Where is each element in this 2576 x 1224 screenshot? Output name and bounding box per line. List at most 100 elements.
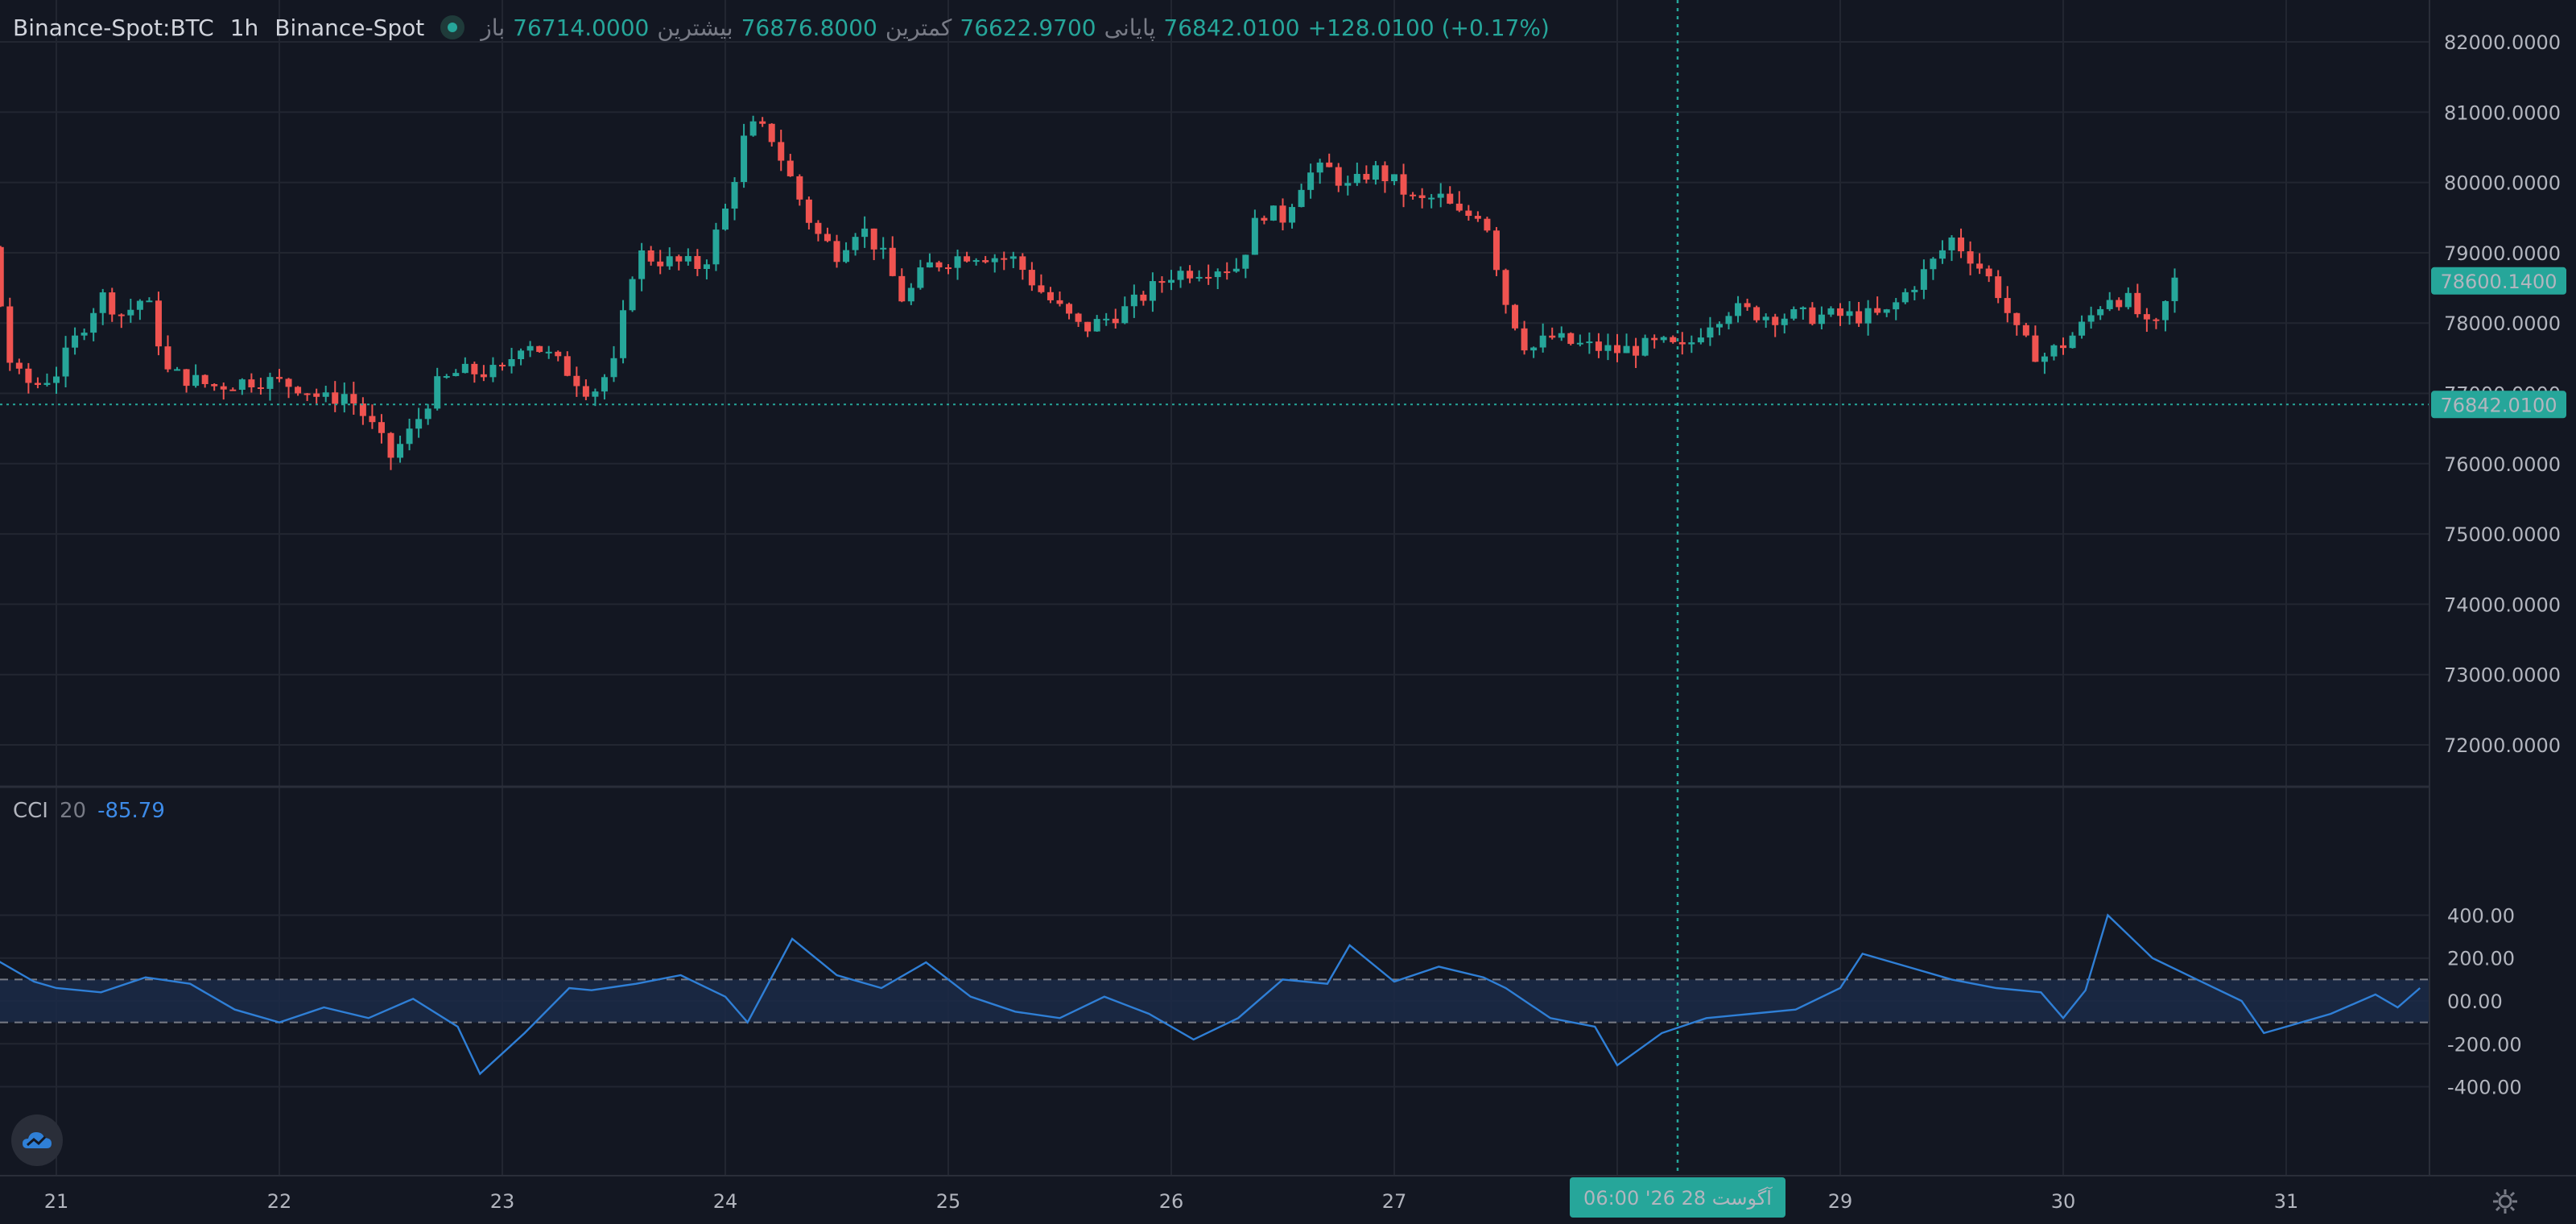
candle-body [1195,276,1203,279]
open-value: 76714.0000 [513,14,650,41]
price-tick-label: 81000.0000 [2444,101,2561,124]
candle-body [2134,292,2141,315]
candle-body [2041,356,2048,362]
candle-body [1307,172,1315,190]
candle-body [99,292,106,313]
candle-body [843,250,850,263]
candle-body [127,309,134,316]
candle-body [1576,342,1583,345]
candle-body [741,135,748,183]
price-tick-label: 79000.0000 [2444,242,2561,265]
candle-body [238,379,246,391]
candle-body [638,250,646,279]
candle-body [1586,341,1593,344]
last-price-tag-text: 76842.0100 [2440,394,2557,416]
candle-body [2079,321,2086,336]
candle-body [1455,203,1463,211]
crosshair-time-tag [1570,1177,1785,1218]
candle-body [1187,271,1194,279]
candle-body [1140,294,1147,301]
candle-body [1707,327,1714,338]
candle-body [1670,337,1677,342]
candle-body [2032,335,2039,362]
candle-body [592,391,599,397]
time-tick-label: 30 [2051,1190,2076,1213]
candle-body [1251,217,1258,255]
candle-body [1093,319,1100,332]
candle-body [1121,306,1129,324]
candle-body [991,258,998,263]
candle-body [778,142,785,161]
cci-tick-label: -400.00 [2447,1077,2522,1099]
candle-body [1846,311,1853,316]
candles[interactable] [0,115,2178,710]
candle-body [666,256,673,267]
time-tick-label: 21 [44,1190,69,1213]
candle-body [712,229,720,265]
candle-body [1474,216,1481,219]
candle-body [1827,308,1835,315]
candle-body [34,382,41,385]
candle-body [1465,210,1472,217]
exchange-name: Binance-Spot [275,14,425,41]
price-axis[interactable]: 82000.0000 81000.0000 80000.0000 79000.0000… [2444,31,2561,757]
candle-body [1381,165,1389,182]
candle-body [1103,318,1110,320]
candle-body [397,444,404,458]
crosshair-price-tag [2431,267,2566,295]
candle-body [443,376,450,378]
candle-body [0,246,4,307]
candle-body [1651,337,1658,341]
candle-body [387,432,394,458]
candle-body [53,376,60,383]
candle-body [545,351,552,354]
candle-body [155,300,162,347]
candle-body [266,377,274,389]
candle-body [815,222,822,234]
candle-body [1437,193,1444,198]
high-value: 76876.8000 [741,14,877,41]
candle-body [1372,165,1379,180]
time-tick-label: 24 [713,1190,738,1213]
crosshair-time-tag-text: 06:00 '26 آگوست 28 [1583,1186,1773,1210]
interval[interactable]: 1h [229,14,259,41]
time-tick-label: 23 [490,1190,515,1213]
candle-body [1130,294,1137,307]
candle-body [555,351,562,357]
price-tick-label: 72000.0000 [2444,734,2561,757]
candle-body [1400,174,1407,195]
time-axis[interactable]: 2122232425262728293031 [44,1190,2299,1213]
candle-body [2106,300,2113,309]
candle-body [1976,263,1984,269]
tradingview-cloud-icon[interactable] [11,1114,63,1166]
candle-body [1019,256,1026,271]
candle-body [2161,300,2169,320]
cci-axis[interactable]: 400.00 200.00 00.00 -200.00 -400.00 [2447,904,2522,1098]
candle-body [2087,315,2095,322]
gear-icon[interactable] [2491,1187,2520,1216]
candle-body [43,382,51,385]
candle-body [1549,335,1556,338]
symbol-name[interactable]: Binance-Spot:BTC [13,14,214,41]
candle-body [1084,321,1092,332]
candle-body [1353,173,1360,184]
candle-body [1744,303,1751,308]
candle-body [1911,289,1918,292]
candle-body [480,374,487,378]
candle-body [1781,318,1788,325]
candle-body [1901,292,1909,303]
cci-legend[interactable]: CCI 20 -85.79 [13,799,165,823]
symbol-legend[interactable]: Binance-Spot:BTC 1h Binance-Spot باز 767… [13,11,1550,43]
candle-body [1530,347,1538,351]
candle-body [211,383,218,387]
price-tick-label: 76000.0000 [2444,453,2561,476]
candle-body [15,362,23,369]
candle-body [136,300,143,310]
cci-line[interactable] [0,913,2421,1076]
change-value: +128.0100 (+0.17%) [1307,14,1550,41]
candle-body [1009,256,1017,259]
candle-body [183,369,190,387]
candle-body [2013,312,2021,325]
candle-body [731,182,738,209]
